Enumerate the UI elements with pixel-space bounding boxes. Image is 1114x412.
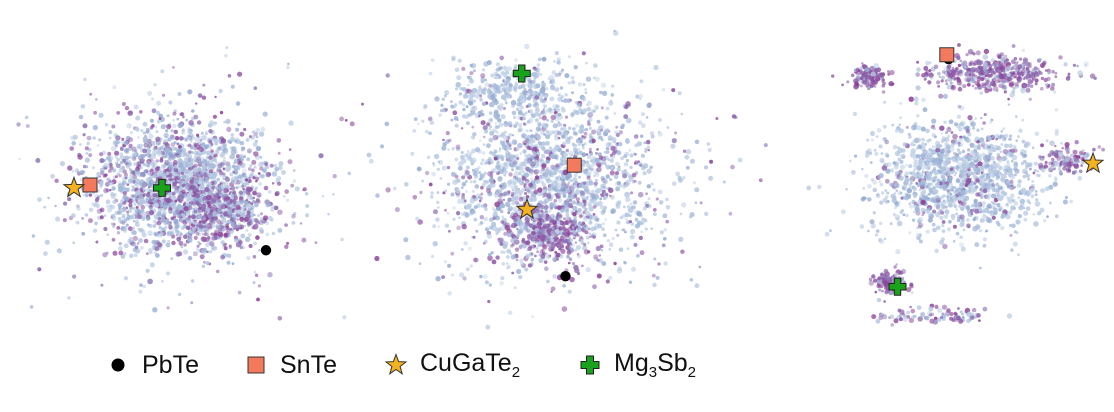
cugate2-point xyxy=(62,175,86,198)
star-marker-icon xyxy=(384,353,408,377)
scatter-panel-1 xyxy=(16,46,372,321)
embedding-cloud xyxy=(806,43,1105,327)
circle-marker-icon xyxy=(106,353,130,377)
legend-item-snte: SnTe xyxy=(244,350,337,380)
scatter-panel-2 xyxy=(321,29,768,330)
scatter-panel-3 xyxy=(806,43,1105,327)
tsne-panels xyxy=(16,29,1105,330)
snte-point xyxy=(82,177,98,193)
mg3sb2-point xyxy=(153,178,171,197)
mg3sb2-point xyxy=(888,277,907,296)
pbte-point xyxy=(260,245,272,256)
legend-label-cugate2: CuGaTe2 xyxy=(420,349,521,381)
embedding-cloud xyxy=(16,46,372,321)
legend: PbTe SnTe CuGaTe2 Mg3Sb2 xyxy=(0,340,1114,390)
cugate2-point xyxy=(515,197,539,220)
legend-item-cugate2: CuGaTe2 xyxy=(384,349,521,381)
square-marker-icon xyxy=(244,353,268,377)
legend-label-pbte: PbTe xyxy=(142,350,199,379)
legend-label-mg3sb2: Mg3Sb2 xyxy=(614,349,697,381)
legend-item-pbte: PbTe xyxy=(106,350,199,380)
mg3sb2-point xyxy=(512,64,531,83)
snte-point xyxy=(939,47,955,63)
plus-marker-icon xyxy=(578,353,602,377)
legend-label-snte: SnTe xyxy=(280,350,337,379)
pbte-point xyxy=(560,271,571,282)
embedding-cloud xyxy=(321,29,768,330)
legend-item-mg3sb2: Mg3Sb2 xyxy=(578,349,697,381)
snte-point xyxy=(566,157,582,173)
cugate2-point xyxy=(1081,151,1105,174)
